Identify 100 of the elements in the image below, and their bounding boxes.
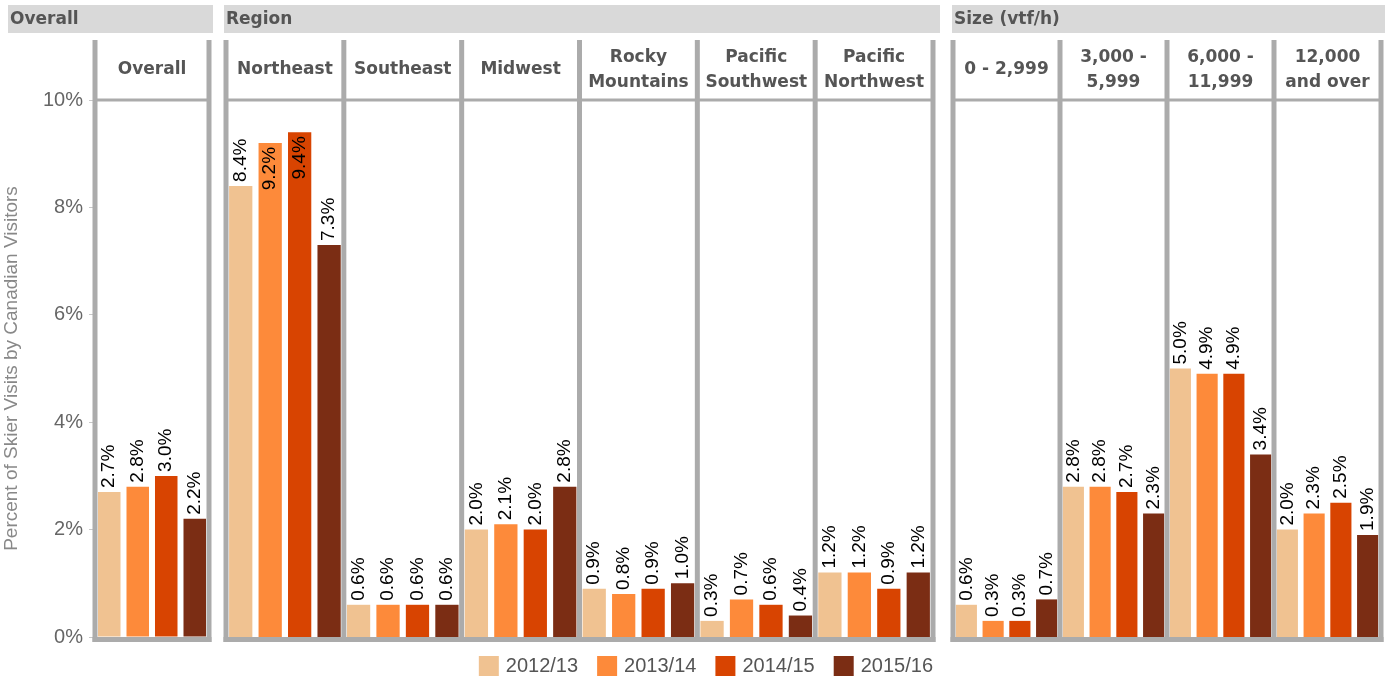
y-tick-label: 10%	[42, 87, 84, 110]
x-tick-label: 0 - 2,999	[964, 58, 1049, 79]
bar	[788, 615, 813, 637]
x-tick-label: 12,000 and over	[1285, 45, 1371, 91]
data-label: 0.6%	[376, 557, 398, 601]
x-tick-label: 3,000 - 5,999	[1080, 45, 1147, 91]
x-tick-label: 6,000 - 11,999	[1187, 45, 1254, 91]
chart-title: Size (vtf/h)	[954, 7, 1060, 28]
y-tick-label: 8%	[54, 194, 84, 217]
legend-label: 2014/15	[742, 653, 815, 676]
bar	[97, 492, 121, 637]
data-label: 2.8%	[1088, 439, 1110, 483]
bar	[1116, 492, 1138, 637]
data-label: 1.0%	[670, 535, 692, 580]
bar	[847, 572, 871, 637]
data-label: 0.3%	[981, 573, 1003, 617]
y-tick-label: 2%	[54, 517, 84, 540]
data-label: 2.0%	[523, 482, 545, 526]
data-label: 2.5%	[1329, 455, 1351, 499]
bar	[877, 588, 901, 637]
bar	[1143, 513, 1165, 637]
data-label: 1.9%	[1355, 487, 1377, 531]
bar	[670, 583, 695, 637]
bar	[1250, 454, 1272, 637]
data-label: 4.9%	[1222, 326, 1244, 370]
data-label: 1.2%	[847, 525, 869, 569]
data-label: 2.0%	[464, 482, 486, 526]
data-label: 2.3%	[1141, 466, 1163, 510]
data-label: 9.4%	[287, 136, 309, 180]
y-tick-label: 4%	[54, 409, 84, 432]
data-label: 2.1%	[494, 476, 516, 521]
data-label: 2.7%	[97, 444, 119, 489]
bar	[1303, 513, 1325, 637]
data-label: 8.4%	[228, 138, 250, 182]
data-label: 0.6%	[405, 557, 427, 601]
bar	[955, 604, 977, 637]
bar	[759, 604, 783, 637]
data-label: 0.6%	[435, 557, 457, 601]
data-label: 3.4%	[1248, 407, 1270, 451]
bar	[553, 486, 577, 637]
bar	[346, 604, 371, 637]
data-label: 5.0%	[1168, 321, 1190, 365]
data-label: 0.7%	[1034, 552, 1056, 596]
x-tick-label: Pacific Southwest	[705, 45, 808, 91]
bar	[183, 518, 207, 637]
bar	[405, 604, 430, 637]
data-label: 0.7%	[729, 552, 751, 596]
bar	[1036, 599, 1058, 637]
data-label: 3.0%	[154, 428, 176, 472]
data-label: 0.6%	[346, 557, 368, 601]
bar	[1009, 620, 1031, 637]
bar	[258, 142, 282, 637]
data-label: 2.8%	[1061, 439, 1083, 483]
bar	[729, 599, 754, 637]
y-tick-label: 6%	[54, 302, 84, 325]
x-tick-label: Midwest	[480, 58, 561, 79]
bar	[288, 132, 312, 637]
data-label: 0.9%	[877, 541, 899, 585]
chart-title: Overall	[10, 7, 79, 28]
x-tick-label: Rocky Mountains	[588, 45, 689, 91]
bar	[1062, 486, 1084, 637]
bar	[523, 529, 547, 637]
data-label: 0.4%	[788, 568, 810, 612]
data-label: 0.3%	[700, 573, 722, 617]
data-label: 1.2%	[906, 525, 928, 569]
y-tick-label: 0%	[54, 624, 84, 647]
bar	[818, 572, 842, 637]
y-axis-title: Percent of Skier Visits by Canadian Visitors	[0, 186, 21, 551]
x-tick-label: Southeast	[353, 58, 452, 79]
bar	[1330, 502, 1352, 637]
data-label: 2.8%	[125, 439, 147, 483]
data-label: 7.3%	[317, 197, 339, 241]
x-tick-label: Northeast	[237, 58, 333, 79]
data-label: 0.9%	[641, 541, 663, 585]
bar	[376, 604, 400, 637]
data-label: 0.8%	[611, 546, 633, 591]
chart-title: Region	[226, 7, 293, 28]
data-label: 2.8%	[553, 439, 575, 483]
bar	[700, 620, 724, 637]
bar	[612, 594, 636, 637]
data-label: 2.2%	[182, 471, 204, 515]
bar	[1196, 373, 1218, 637]
x-tick-label: Overall	[117, 58, 187, 79]
data-label: 4.9%	[1195, 326, 1217, 370]
data-label: 0.6%	[759, 557, 781, 601]
bar	[126, 486, 150, 637]
data-label: 0.3%	[1008, 573, 1030, 617]
bar	[1276, 529, 1298, 637]
bar	[1357, 534, 1379, 637]
bar	[154, 475, 178, 637]
data-label: 2.7%	[1115, 444, 1137, 489]
bar	[1089, 486, 1111, 637]
legend-label: 2012/13	[505, 653, 579, 676]
bar	[464, 529, 489, 637]
legend-label: 2013/14	[624, 653, 697, 676]
bar	[582, 588, 606, 637]
bar	[982, 620, 1004, 637]
data-label: 9.2%	[258, 146, 280, 191]
bar	[906, 572, 930, 637]
bar	[494, 524, 518, 637]
